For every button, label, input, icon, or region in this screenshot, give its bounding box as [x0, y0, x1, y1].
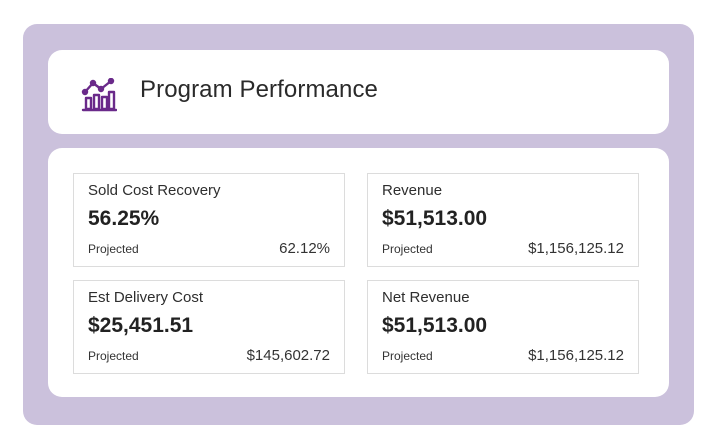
metric-projected-value: $1,156,125.12 [528, 240, 624, 257]
metric-tile-net-revenue: Net Revenue $51,513.00 Projected $1,156,… [367, 280, 639, 374]
metric-projected-label: Projected [382, 242, 433, 256]
page-title: Program Performance [140, 76, 378, 103]
metric-label: Est Delivery Cost [88, 289, 204, 306]
metric-tile-est-delivery-cost: Est Delivery Cost $25,451.51 Projected $… [73, 280, 345, 374]
metric-label: Net Revenue [382, 289, 470, 306]
metric-label: Revenue [382, 182, 443, 199]
metrics-card: Sold Cost Recovery 56.25% Projected 62.1… [48, 148, 669, 397]
metric-projected-label: Projected [88, 242, 139, 256]
metric-value: 56.25% [88, 207, 160, 230]
chart-performance-icon [81, 77, 118, 112]
metric-projected-value: $145,602.72 [246, 347, 330, 364]
metric-projected-label: Projected [88, 349, 139, 363]
program-performance-widget: Program Performance Sold Cost Recovery 5… [23, 24, 694, 425]
metric-value: $25,451.51 [88, 314, 194, 337]
metric-value: $51,513.00 [382, 314, 488, 337]
metric-tile-sold-cost-recovery: Sold Cost Recovery 56.25% Projected 62.1… [73, 173, 345, 267]
header-card: Program Performance [48, 50, 669, 134]
metric-projected-value: $1,156,125.12 [528, 347, 624, 364]
metric-value: $51,513.00 [382, 207, 488, 230]
metric-projected-value: 62.12% [279, 240, 330, 257]
metric-label: Sold Cost Recovery [88, 182, 221, 199]
metric-projected-label: Projected [382, 349, 433, 363]
metric-tile-revenue: Revenue $51,513.00 Projected $1,156,125.… [367, 173, 639, 267]
